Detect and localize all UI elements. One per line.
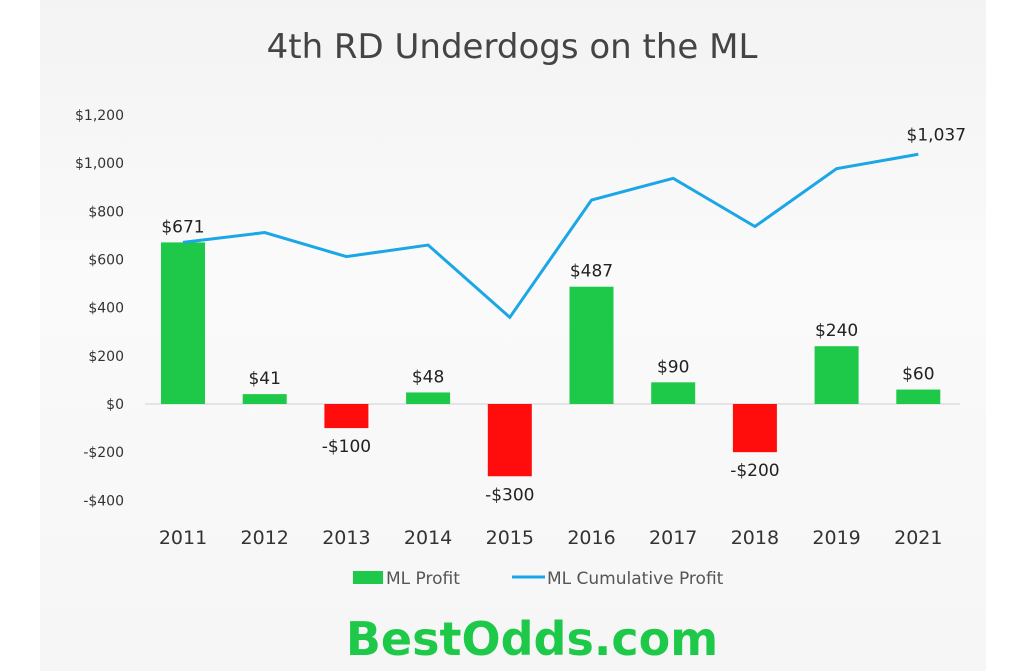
x-tick-label: 2015 <box>486 527 534 549</box>
y-tick-label: -$200 <box>83 445 124 461</box>
bar-data-label: $48 <box>412 367 444 387</box>
x-tick-label: 2011 <box>159 527 207 549</box>
legend-label-ml-profit: ML Profit <box>386 569 460 589</box>
x-tick-label: 2012 <box>241 527 289 549</box>
y-tick-label: $1,200 <box>75 108 124 124</box>
y-tick-label: $200 <box>88 349 124 365</box>
y-tick-label: $1,000 <box>75 156 124 172</box>
y-tick-label: $400 <box>88 301 124 317</box>
bar-2017 <box>651 382 696 404</box>
y-tick-label: $0 <box>106 397 124 413</box>
bar-2015 <box>487 404 532 477</box>
bar-data-label: -$200 <box>730 461 779 481</box>
bar-data-label: $60 <box>902 365 934 385</box>
x-tick-label: 2018 <box>731 527 779 549</box>
chart-title: 4th RD Underdogs on the ML <box>267 27 758 67</box>
x-tick-label: 2021 <box>894 527 942 549</box>
legend-swatch-ml-profit <box>353 571 383 584</box>
bar-2016 <box>569 286 614 404</box>
bar-2013 <box>324 404 369 429</box>
bestodds-logo: BestOdds.com <box>346 612 718 666</box>
bar-data-label: $41 <box>248 369 280 389</box>
bar-data-label: $671 <box>161 217 204 237</box>
bar-2012 <box>242 394 287 404</box>
bar-data-label: -$100 <box>322 437 371 457</box>
bar-data-label: $240 <box>815 321 858 341</box>
x-tick-label: 2019 <box>812 527 860 549</box>
x-tick-label: 2014 <box>404 527 452 549</box>
bar-2018 <box>732 404 777 453</box>
legend-label-ml-cumulative: ML Cumulative Profit <box>547 569 724 589</box>
x-tick-label: 2013 <box>322 527 370 549</box>
cumulative-end-label: $1,037 <box>907 125 966 145</box>
bar-data-label: $487 <box>570 262 613 282</box>
cumulative-profit-line <box>182 152 919 320</box>
y-tick-label: $600 <box>88 253 124 269</box>
logo-text: BestOdds.com <box>346 612 718 666</box>
bar-2019 <box>814 346 859 404</box>
bar-data-label: $90 <box>657 357 689 377</box>
y-tick-label: -$400 <box>83 493 124 509</box>
bar-2011 <box>161 242 205 404</box>
bar-2014 <box>406 392 451 404</box>
y-tick-label: $800 <box>88 204 124 220</box>
x-tick-label: 2017 <box>649 527 697 549</box>
legend: ML Profit ML Cumulative Profit <box>353 569 724 589</box>
bar-data-label: -$300 <box>485 485 534 505</box>
x-tick-label: 2016 <box>567 527 615 549</box>
bar-2021 <box>896 389 941 404</box>
